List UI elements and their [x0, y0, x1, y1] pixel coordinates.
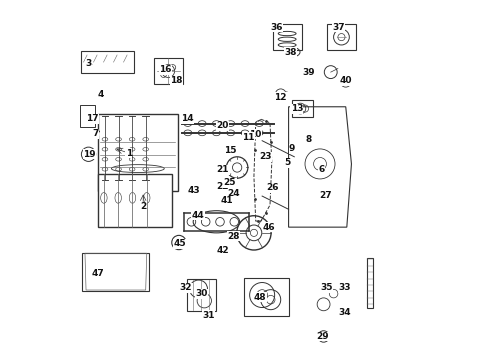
Bar: [272, 24, 302, 50]
Bar: [79, 105, 95, 127]
Text: 29: 29: [317, 332, 329, 341]
Text: 42: 42: [217, 246, 229, 255]
Text: 10: 10: [249, 130, 262, 139]
Text: 34: 34: [338, 309, 351, 318]
Text: 4: 4: [97, 90, 103, 99]
Text: 21: 21: [217, 166, 229, 175]
Text: 19: 19: [83, 150, 96, 159]
Text: 16: 16: [159, 66, 172, 75]
Text: 22: 22: [217, 182, 229, 191]
Text: 6: 6: [318, 165, 325, 174]
Text: 2: 2: [140, 202, 147, 211]
Text: 43: 43: [188, 185, 200, 194]
Text: 7: 7: [93, 129, 99, 138]
Text: 25: 25: [224, 178, 236, 187]
Text: 35: 35: [320, 283, 333, 292]
Bar: [82, 253, 149, 291]
Text: 23: 23: [260, 152, 272, 161]
Text: 47: 47: [92, 269, 104, 278]
Text: 30: 30: [195, 289, 208, 298]
Text: 14: 14: [181, 114, 194, 123]
Bar: [98, 174, 172, 227]
Text: 37: 37: [332, 23, 345, 32]
Text: 40: 40: [340, 76, 352, 85]
Text: 11: 11: [243, 132, 255, 141]
Text: 26: 26: [267, 183, 279, 192]
Bar: [292, 100, 313, 117]
Text: 32: 32: [180, 283, 192, 292]
Text: 3: 3: [85, 59, 92, 68]
Text: 41: 41: [220, 196, 233, 205]
Text: 45: 45: [173, 239, 186, 248]
Text: 46: 46: [263, 222, 275, 231]
Text: 13: 13: [291, 104, 303, 113]
Text: 39: 39: [302, 68, 315, 77]
Text: 8: 8: [305, 135, 312, 144]
Text: 31: 31: [202, 311, 215, 320]
Text: 15: 15: [224, 146, 236, 155]
Text: 36: 36: [270, 23, 283, 32]
Text: 18: 18: [170, 76, 183, 85]
Text: 48: 48: [254, 293, 267, 302]
Bar: [327, 24, 356, 50]
Bar: [187, 279, 216, 311]
Text: 28: 28: [227, 232, 240, 241]
Text: 20: 20: [217, 121, 229, 130]
Text: 27: 27: [319, 190, 332, 199]
Bar: [244, 278, 289, 316]
Text: 44: 44: [192, 211, 204, 220]
Text: 24: 24: [227, 189, 240, 198]
Text: 38: 38: [285, 48, 297, 57]
Text: 5: 5: [285, 158, 291, 167]
Text: 12: 12: [274, 93, 286, 102]
Bar: [98, 114, 178, 190]
Bar: [81, 51, 134, 73]
Bar: [153, 58, 183, 84]
Text: 1: 1: [126, 149, 132, 158]
Text: 17: 17: [86, 114, 98, 123]
Text: 33: 33: [338, 283, 350, 292]
Text: 9: 9: [289, 144, 295, 153]
